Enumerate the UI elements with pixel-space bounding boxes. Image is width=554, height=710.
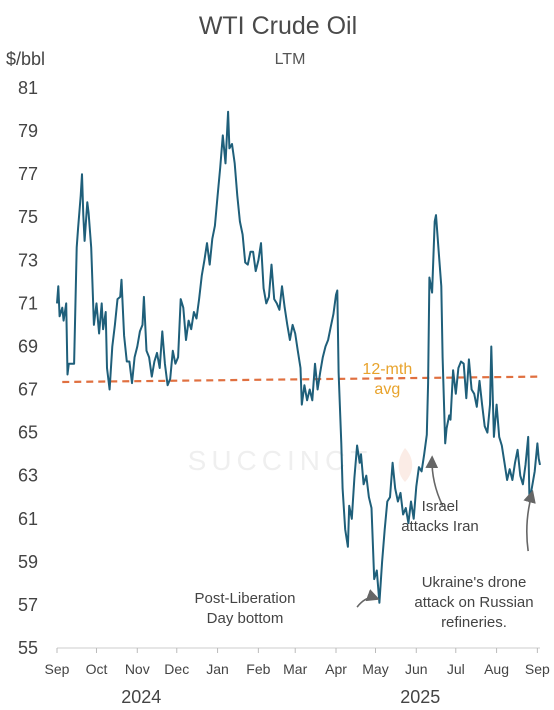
annotation-arrow (523, 489, 536, 552)
x-tick-label: Dec (164, 661, 189, 677)
x-tick-label: Feb (246, 661, 270, 677)
series-group (56, 110, 541, 604)
year-label: 2024 (121, 687, 161, 707)
chart-subtitle: LTM (275, 51, 306, 68)
x-tick-label: Apr (325, 661, 347, 677)
y-tick-label: 75 (18, 207, 38, 227)
y-tick-label: 77 (18, 164, 38, 184)
average-line-label: 12-mth (362, 361, 412, 378)
y-tick-label: 65 (18, 423, 38, 443)
annotation-arrow (425, 455, 444, 507)
x-tick-label: Sep (525, 661, 550, 677)
x-tick-label: Sep (45, 661, 70, 677)
annotation-arrow (356, 589, 380, 608)
y-tick-label: 73 (18, 250, 38, 270)
year-label: 2025 (400, 687, 440, 707)
x-tick-label: Mar (283, 661, 307, 677)
x-tick-label: Jun (405, 661, 428, 677)
y-tick-label: 57 (18, 595, 38, 615)
annotation-label: Post-Liberation (195, 590, 296, 607)
chart-title: WTI Crude Oil (199, 12, 357, 40)
y-axis-unit-label: $/bbl (6, 49, 45, 69)
y-tick-label: 61 (18, 509, 38, 529)
annotation-label: refineries. (441, 614, 507, 631)
annotations-group: Post-Liberation Day bottom Israel attacks I… (195, 455, 536, 631)
x-tick-label: Jan (206, 661, 229, 677)
watermark-text: SUCCINCT (188, 445, 373, 476)
y-tick-label: 79 (18, 121, 38, 141)
x-tick-label: Aug (484, 661, 509, 677)
y-tick-label: 63 (18, 466, 38, 486)
x-axis: Sep Oct Nov Dec Jan Feb Mar Apr May Jun Jul Aug Sep 2… (45, 648, 550, 707)
y-tick-label: 81 (18, 78, 38, 98)
annotation-label: Day bottom (207, 610, 284, 627)
annotation-label: attack on Russian (414, 594, 533, 611)
average-line-group: 12-mth avg (62, 361, 541, 398)
x-tick-label: Nov (125, 661, 150, 677)
y-tick-label: 69 (18, 336, 38, 356)
x-tick-label: Jul (447, 661, 465, 677)
watermark-flame-icon (398, 448, 413, 482)
y-tick-label: 67 (18, 380, 38, 400)
x-tick-label: May (362, 661, 388, 677)
average-line (62, 375, 541, 384)
y-tick-label: 55 (18, 638, 38, 658)
annotation-label: Israel (422, 498, 459, 515)
price-line (56, 110, 541, 604)
average-line-label: avg (374, 381, 400, 398)
x-tick-label: Oct (86, 661, 108, 677)
y-tick-label: 59 (18, 552, 38, 572)
annotation-label: Ukraine's drone (422, 574, 527, 591)
y-axis: 81 79 77 75 73 71 69 67 65 63 61 59 57 55 (18, 78, 38, 658)
watermark: SUCCINCT (188, 445, 413, 482)
y-tick-label: 71 (18, 293, 38, 313)
annotation-label: attacks Iran (401, 518, 479, 535)
